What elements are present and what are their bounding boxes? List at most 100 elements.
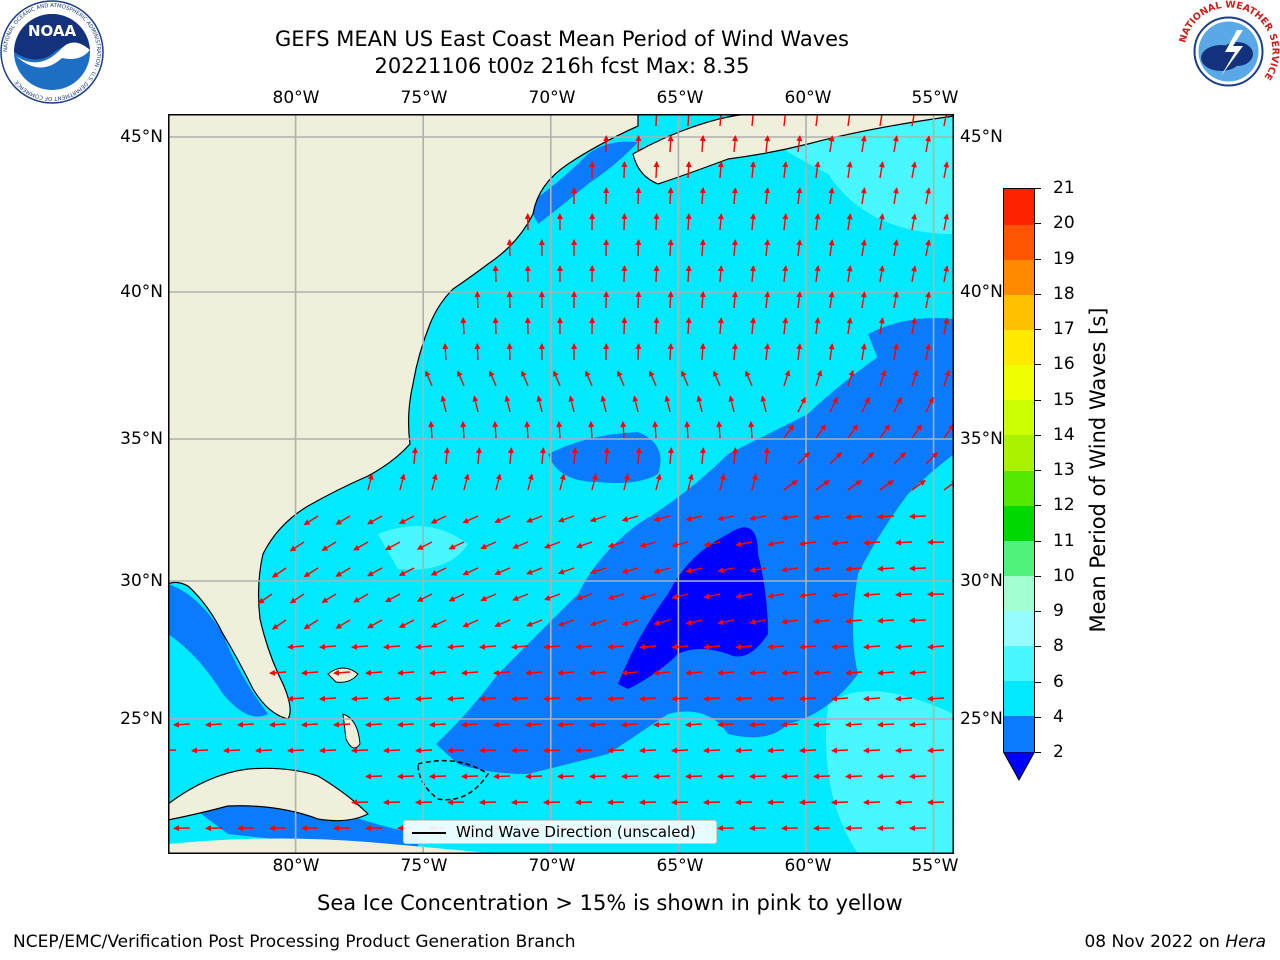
wind-wave-arrow xyxy=(750,213,757,231)
wind-wave-arrow xyxy=(415,799,433,806)
wind-wave-arrow xyxy=(575,695,593,702)
wind-wave-arrow xyxy=(492,265,499,283)
wind-wave-arrow xyxy=(860,291,867,309)
lat-label-left: 35°N xyxy=(120,429,163,449)
wind-wave-arrow xyxy=(635,135,642,153)
wind-wave-arrow xyxy=(397,773,415,780)
wind-wave-arrow xyxy=(588,421,595,439)
wind-wave-arrow xyxy=(495,473,502,491)
wind-wave-arrow xyxy=(653,567,671,574)
wind-wave-arrow xyxy=(846,161,853,179)
wind-wave-arrow xyxy=(367,619,383,629)
wind-wave-arrow xyxy=(685,114,692,127)
wind-wave-arrow xyxy=(416,541,433,550)
lat-label-right: 25°N xyxy=(960,709,1003,729)
wind-wave-arrow xyxy=(813,566,831,573)
lon-label-top: 55°W xyxy=(911,88,959,108)
wind-wave-arrow xyxy=(909,513,927,520)
wind-wave-arrow xyxy=(783,424,794,439)
wind-wave-arrow xyxy=(731,187,738,205)
wind-wave-arrow xyxy=(861,396,870,413)
wind-wave-arrow xyxy=(635,343,642,361)
colorbar-segment xyxy=(1004,329,1034,366)
wind-wave-arrow xyxy=(829,396,838,413)
wind-wave-arrow xyxy=(333,721,351,728)
wind-wave-arrow xyxy=(479,695,497,702)
wind-wave-arrow xyxy=(463,473,470,491)
wind-wave-arrow xyxy=(781,669,799,676)
wind-wave-arrow xyxy=(271,619,287,630)
lon-label-top: 60°W xyxy=(784,88,832,108)
wind-wave-arrow xyxy=(685,721,703,728)
wind-wave-arrow xyxy=(717,669,735,676)
wind-wave-arrow xyxy=(383,799,401,806)
wind-wave-arrow xyxy=(828,291,835,309)
wind-wave-arrow xyxy=(846,114,853,127)
wind-wave-arrow xyxy=(909,565,927,572)
wind-wave-arrow xyxy=(621,773,639,780)
wind-wave-arrow xyxy=(191,747,209,754)
colorbar-tick-label: 6 xyxy=(1053,671,1064,692)
wind-wave-arrow xyxy=(168,749,177,752)
wind-wave-arrow xyxy=(893,396,902,413)
wind-wave-arrow xyxy=(621,669,639,676)
wind-wave-arrow xyxy=(653,213,660,231)
wind-wave-arrow xyxy=(815,369,823,387)
land-south xyxy=(168,838,498,854)
wind-wave-arrow xyxy=(635,239,642,257)
wind-wave-arrow xyxy=(415,643,433,650)
wind-wave-arrow xyxy=(321,593,337,603)
wind-wave-arrow xyxy=(173,721,191,728)
colorbar-tick-label: 13 xyxy=(1053,460,1075,480)
legend-label: Wind Wave Direction (unscaled) xyxy=(456,823,696,841)
wind-wave-arrow xyxy=(411,447,418,465)
wind-wave-arrow xyxy=(623,473,630,491)
wind-wave-arrow xyxy=(351,695,369,702)
wind-wave-arrow xyxy=(511,799,529,806)
wind-wave-arrow xyxy=(472,395,479,413)
wind-wave-arrow xyxy=(620,421,627,439)
wind-wave-arrow xyxy=(585,370,593,387)
wind-wave-arrow xyxy=(831,643,849,650)
wind-wave-arrow xyxy=(653,669,671,676)
wind-wave-arrow xyxy=(493,669,511,676)
wind-wave-arrow xyxy=(831,747,849,754)
colorbar-segment xyxy=(1004,364,1034,401)
wind-wave-arrow xyxy=(671,799,689,806)
wind-wave-arrow xyxy=(703,747,721,754)
wind-wave-arrow xyxy=(321,541,337,551)
colorbar-tick xyxy=(1035,258,1041,260)
wind-wave-arrow xyxy=(877,565,895,572)
wind-wave-arrow xyxy=(589,619,607,627)
wind-wave-arrow xyxy=(664,395,671,413)
wind-wave-arrow xyxy=(492,421,499,439)
wind-wave-arrow xyxy=(925,451,939,465)
ocean-band-2-4 xyxy=(868,318,954,361)
wind-wave-arrow xyxy=(575,747,593,754)
wind-wave-arrow xyxy=(506,291,513,309)
wind-wave-arrow xyxy=(557,619,575,627)
wind-wave-arrow xyxy=(544,541,561,549)
lon-label-bottom: 65°W xyxy=(656,856,704,876)
wind-wave-arrow xyxy=(927,799,945,806)
wind-wave-arrow xyxy=(735,643,753,650)
colorbar-tick xyxy=(1035,540,1041,542)
wind-wave-arrow xyxy=(895,799,913,806)
colorbar-tick xyxy=(1035,752,1041,753)
wind-wave-arrow xyxy=(440,395,447,413)
wind-wave-arrow xyxy=(925,135,932,153)
wind-wave-arrow xyxy=(878,114,885,127)
wind-wave-arrow xyxy=(796,239,803,257)
wind-wave-arrow xyxy=(687,473,694,491)
wind-wave-arrow xyxy=(557,721,575,728)
wind-wave-arrow xyxy=(783,480,798,491)
wind-wave-arrow xyxy=(878,161,885,179)
wind-wave-arrow xyxy=(367,567,383,577)
wind-wave-arrow xyxy=(319,695,337,702)
wind-wave-arrow xyxy=(735,799,753,806)
wind-wave-arrow xyxy=(526,619,543,627)
wind-wave-arrow xyxy=(911,424,922,439)
wind-wave-arrow xyxy=(494,567,511,576)
wind-wave-arrow xyxy=(333,669,351,676)
wind-wave-arrow xyxy=(607,799,625,806)
